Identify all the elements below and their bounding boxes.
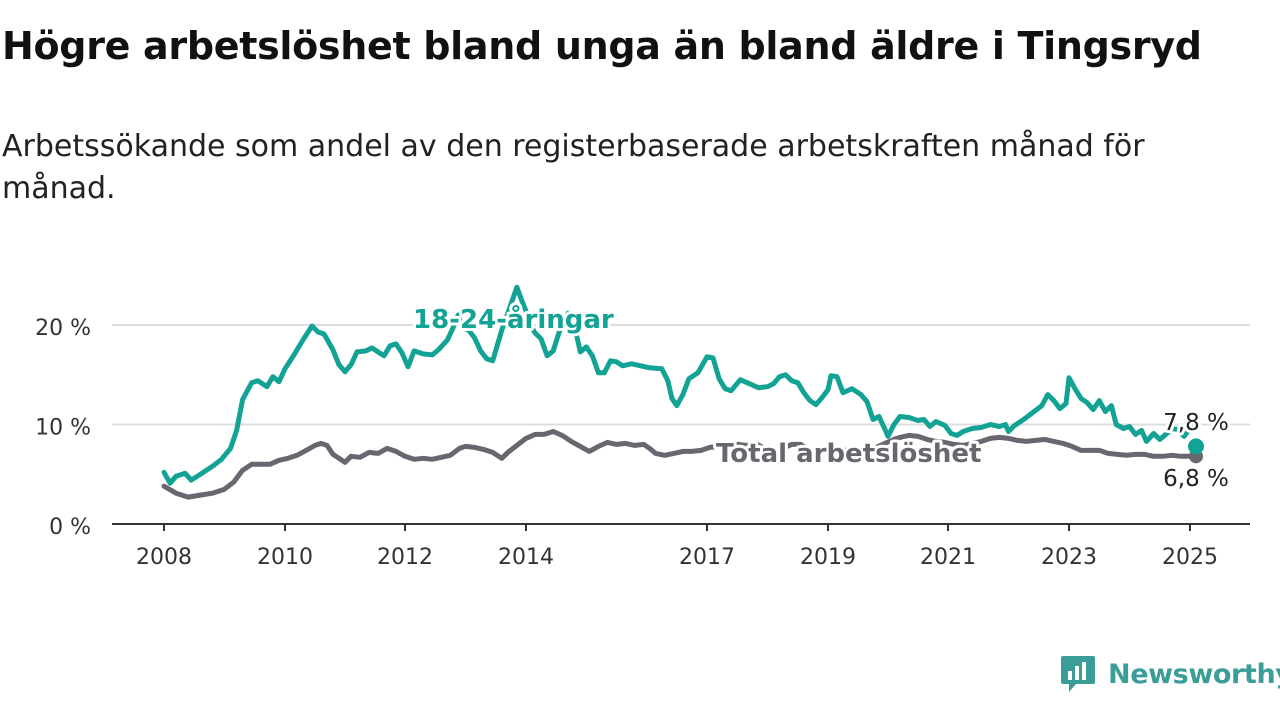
series-label-total: Total arbetslöshet — [716, 439, 981, 469]
y-tick-label: 20 % — [35, 316, 91, 341]
newsworthy-logo: Newsworthy — [1060, 654, 1280, 694]
newsworthy-logo-icon — [1061, 656, 1095, 692]
end-value-label-youth: 7,8 % — [1163, 410, 1229, 436]
end-value-label-total: 6,8 % — [1163, 466, 1229, 492]
chart-title: Högre arbetslöshet bland unga än bland ä… — [2, 24, 1202, 68]
x-tick-label: 2023 — [1041, 545, 1097, 570]
series-line-total — [161, 429, 1199, 500]
x-tick-label: 2012 — [377, 545, 433, 570]
x-tick-label: 2025 — [1162, 545, 1218, 570]
x-tick-label: 2014 — [498, 545, 554, 570]
chart-subtitle: Arbetssökande som andel av den registerb… — [2, 129, 1145, 206]
x-tick-label: 2008 — [136, 545, 192, 570]
y-tick-label: 10 % — [35, 416, 91, 441]
brand-name: Newsworthy — [1108, 658, 1280, 690]
series-label-youth: 18-24-åringar — [413, 303, 614, 335]
end-marker-youth — [1188, 438, 1204, 455]
y-tick-label: 0 % — [49, 515, 91, 540]
x-tick-label: 2019 — [800, 545, 856, 570]
series-line-youth — [161, 284, 1199, 486]
x-tick-label: 2010 — [257, 545, 313, 570]
x-tick-label: 2021 — [920, 545, 976, 570]
x-tick-label: 2017 — [679, 545, 735, 570]
